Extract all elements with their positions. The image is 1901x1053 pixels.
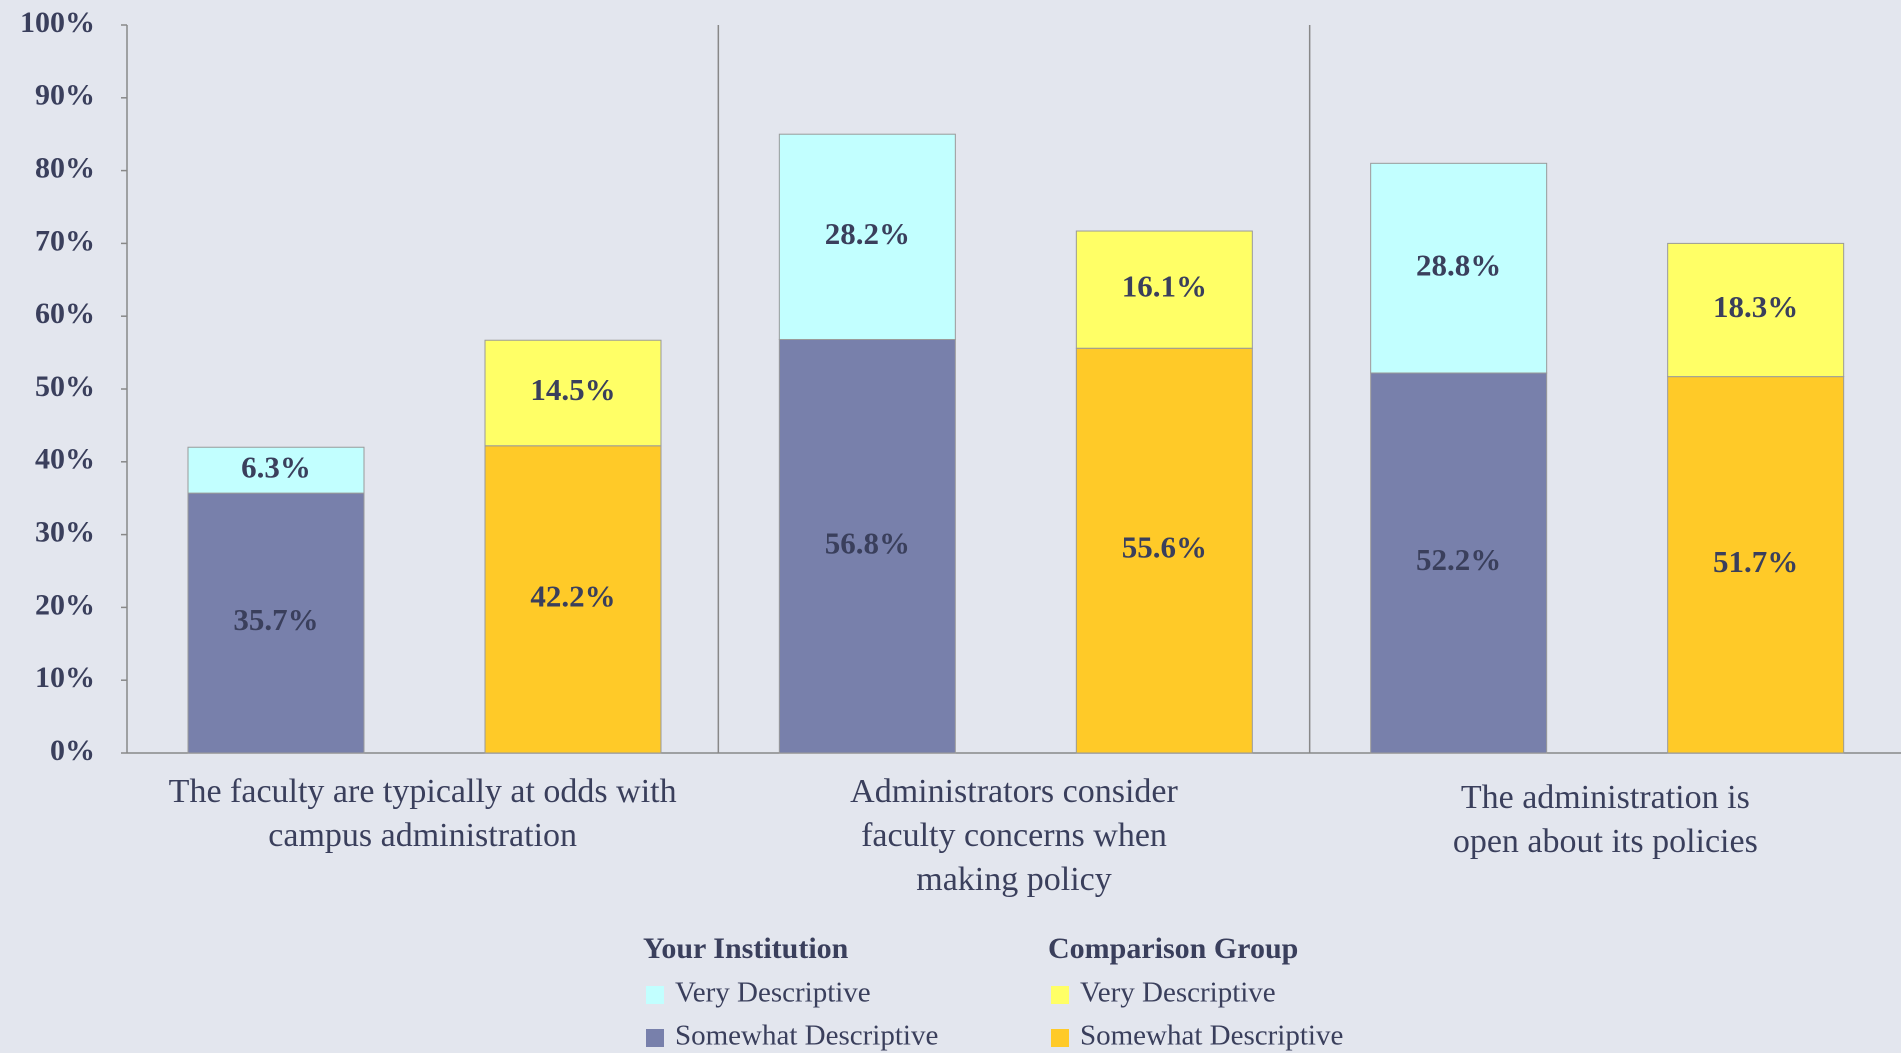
y-tick-label: 0% [50,734,95,767]
y-tick-label: 60% [35,297,95,330]
bar-segment [1370,162,1548,374]
data-label: 18.3% [1713,289,1798,324]
bar-segment [484,445,662,754]
legend-label: Very Descriptive [1080,977,1276,1009]
y-tick-label: 30% [35,515,95,548]
data-label: 56.8% [825,525,910,560]
y-tick-label: 90% [35,79,95,112]
data-label: 28.2% [825,216,910,251]
legend-swatch [1051,1029,1069,1047]
x-tick-label: The administration is open about its pol… [1452,779,1758,860]
legend-label: Somewhat Descriptive [675,1020,938,1052]
y-tick-label: 80% [35,151,95,184]
data-label: 52.2% [1416,542,1501,577]
y-tick-label: 70% [35,224,95,257]
bar-segment [187,446,365,494]
y-tick-label: 50% [35,370,95,403]
y-tick-label: 40% [35,443,95,476]
bar-segment [1075,347,1253,754]
data-label: 16.1% [1122,269,1207,304]
legend-swatch [646,1029,664,1047]
bar-segment [1667,242,1845,378]
data-label: 6.3% [241,449,311,484]
data-label: 55.6% [1122,530,1207,565]
legend-label: Very Descriptive [675,977,871,1009]
y-tick-label: 10% [35,661,95,694]
bar-segment [187,492,365,754]
bar-segment [1667,376,1845,754]
data-label: 28.8% [1416,247,1501,282]
data-label: 42.2% [530,579,615,614]
legend-swatch [646,986,664,1004]
data-label: 14.5% [530,372,615,407]
bar-segment [1370,372,1548,754]
x-tick-label: The faculty are typically at odds with c… [168,773,677,854]
y-tick-label: 20% [35,588,95,621]
legend-label: Somewhat Descriptive [1080,1020,1343,1052]
bar-segment [484,339,662,447]
data-label: 35.7% [233,602,318,637]
legend-title: Your Institution [643,932,849,965]
bar-segment [1075,230,1253,349]
legend-title: Comparison Group [1048,932,1298,965]
x-tick-label: Administrators consider faculty concerns… [850,773,1178,898]
bar-segment [778,133,956,340]
bar-segment [778,338,956,754]
y-tick-label: 100% [20,6,95,39]
legend-swatch [1051,986,1069,1004]
data-label: 51.7% [1713,544,1798,579]
